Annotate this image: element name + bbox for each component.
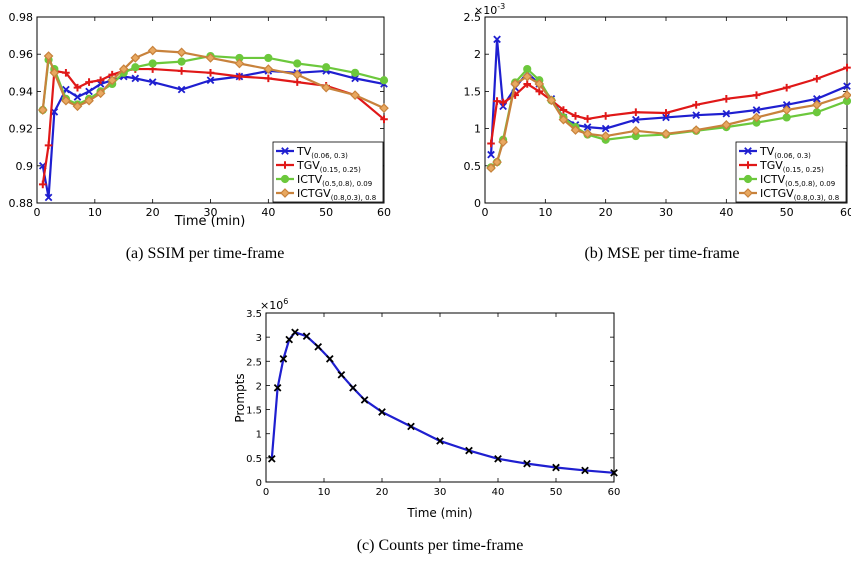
y-tick-label: 0.5	[464, 160, 482, 173]
x-tick-label: 30	[659, 206, 673, 219]
x-tick-label: 40	[492, 487, 505, 498]
x-tick-label: 40	[261, 206, 275, 219]
x-tick-label: 60	[608, 487, 621, 498]
data-point	[323, 64, 330, 71]
y-tick-label: 2.5	[246, 357, 262, 368]
data-point	[294, 60, 301, 67]
plot-area-counts	[266, 313, 614, 482]
x-axis-label-ssim: Time (min)	[174, 214, 246, 229]
x-tick-label: 10	[88, 206, 102, 219]
x-tick-label: 20	[599, 206, 613, 219]
data-point	[524, 65, 531, 72]
y-tick-label: 0.94	[9, 85, 34, 98]
x-tick-label: 60	[840, 206, 851, 219]
x-tick-label: 10	[538, 206, 552, 219]
x-tick-label: 30	[434, 487, 447, 498]
legend-mse: TV(0.06, 0.3)TGV(0.15, 0.25)ICTV(0.5,0.8…	[736, 142, 846, 202]
y-tick-label: 1	[474, 123, 481, 136]
x-tick-label: 10	[318, 487, 331, 498]
legend-ssim: TV(0.06, 0.3)TGV(0.15, 0.25)ICTV(0.5,0.8…	[273, 142, 383, 202]
y-tick-label: 0	[474, 197, 481, 210]
x-tick-label: 40	[719, 206, 733, 219]
x-tick-label: 0	[263, 487, 269, 498]
x-tick-label: 50	[780, 206, 794, 219]
x-tick-label: 0	[482, 206, 489, 219]
data-point	[178, 58, 185, 65]
x-tick-label: 50	[319, 206, 333, 219]
caption-mse: (b) MSE per time-frame	[584, 245, 739, 262]
x-tick-label: 50	[550, 487, 563, 498]
data-point	[132, 64, 139, 71]
legend-marker	[744, 175, 751, 182]
caption-ssim: (a) SSIM per time-frame	[126, 245, 285, 262]
x-tick-label: 0	[34, 206, 41, 219]
x-tick-label: 60	[377, 206, 391, 219]
data-point	[813, 109, 820, 116]
data-point	[265, 54, 272, 61]
y-tick-label: 0.9	[16, 160, 34, 173]
caption-counts: (c) Counts per time-frame	[357, 537, 524, 554]
axis-exponent: ×10-3	[474, 2, 505, 17]
legend-marker	[281, 175, 288, 182]
data-point	[149, 60, 156, 67]
x-axis-label-counts: Time (min)	[406, 506, 472, 520]
data-point	[351, 69, 358, 76]
y-tick-label: 0.92	[9, 123, 34, 136]
y-tick-label: 1.5	[464, 85, 482, 98]
x-tick-label: 20	[376, 487, 389, 498]
y-tick-label: 0.98	[9, 11, 34, 24]
y-tick-label: 2	[256, 381, 262, 392]
y-tick-label: 0.5	[246, 454, 262, 465]
data-point	[380, 77, 387, 84]
y-tick-label: 0	[256, 478, 262, 489]
y-tick-label: 0.96	[9, 48, 34, 61]
x-tick-label: 20	[146, 206, 160, 219]
y-tick-label: 1	[256, 430, 262, 441]
y-axis-label-counts: Prompts	[233, 373, 247, 422]
y-tick-label: 0.88	[9, 197, 34, 210]
y-tick-label: 3	[256, 333, 262, 344]
data-point	[783, 114, 790, 121]
y-tick-label: 1.5	[246, 406, 262, 417]
y-tick-label: 2	[474, 48, 481, 61]
axis-exponent: ×106	[260, 297, 288, 312]
